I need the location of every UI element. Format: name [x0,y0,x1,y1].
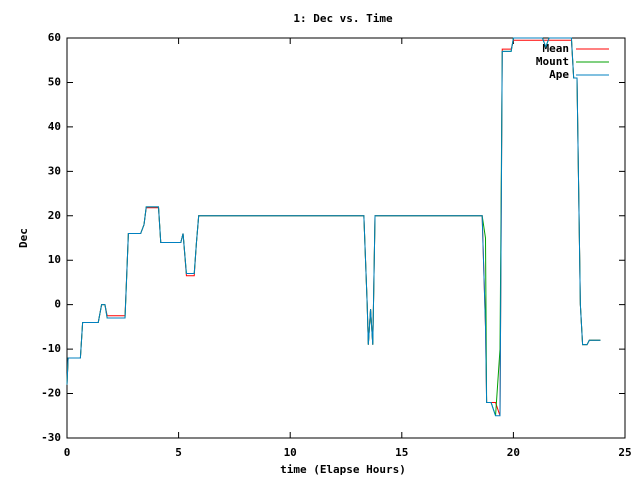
x-tick-label: 0 [64,446,71,459]
legend-label: Ape [549,68,569,81]
y-tick-label: -30 [41,431,61,444]
y-tick-label: 0 [54,298,61,311]
y-tick-label: 30 [48,164,61,177]
y-tick-label: -10 [41,342,61,355]
series-line [66,37,601,416]
y-tick-label: 40 [48,120,61,133]
legend-label: Mount [536,55,569,68]
y-tick-label: 60 [48,31,61,44]
x-tick-label: 20 [507,446,520,459]
y-tick-label: -20 [41,387,61,400]
x-axis-label: time (Elapse Hours) [280,463,406,476]
legend-label: Mean [543,42,570,55]
chart-title: 1: Dec vs. Time [293,12,393,25]
x-tick-label: 25 [618,446,631,459]
y-axis-label: Dec [17,228,30,248]
y-tick-label: 50 [48,75,61,88]
x-tick-label: 15 [395,446,408,459]
y-tick-label: 20 [48,209,61,222]
y-tick-label: 10 [48,253,61,266]
plot-border [66,37,626,439]
x-tick-label: 5 [175,446,182,459]
x-tick-label: 10 [284,446,297,459]
series-line [66,37,601,417]
series-line [66,39,601,416]
